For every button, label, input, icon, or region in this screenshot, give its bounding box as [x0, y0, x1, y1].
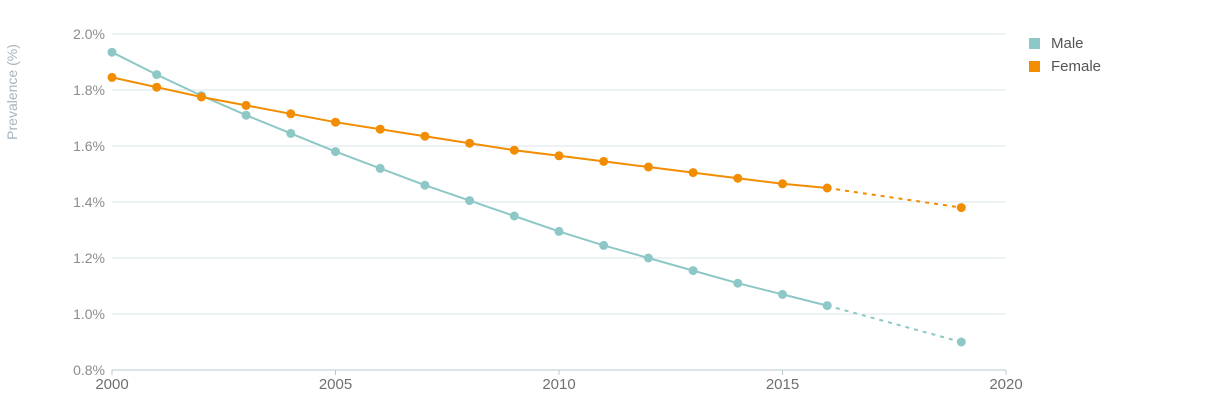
female-point — [822, 183, 832, 193]
gridlines — [112, 33, 1006, 371]
legend-swatch-male — [1029, 38, 1040, 49]
female-point — [599, 156, 609, 166]
y-tick-label: 0.8% — [73, 362, 105, 378]
female-point — [733, 173, 743, 183]
series-male — [107, 47, 966, 347]
male-point — [643, 253, 653, 263]
legend-label-male: Male — [1051, 35, 1084, 52]
female-point — [331, 117, 340, 127]
female-line — [111, 76, 828, 189]
female-point — [152, 82, 162, 92]
female-point — [554, 151, 564, 161]
male-point — [509, 211, 519, 221]
male-point — [420, 180, 430, 190]
y-tick-label: 1.2% — [73, 250, 105, 266]
female-point — [420, 131, 430, 141]
female-point — [375, 124, 385, 134]
female-point — [196, 92, 206, 102]
y-axis-title: Prevalence (%) — [4, 44, 20, 140]
female-projected-point — [956, 203, 966, 213]
male-projection-line — [826, 304, 962, 343]
male-point — [152, 70, 162, 80]
female-point — [107, 72, 117, 82]
female-point — [286, 109, 296, 119]
legend-label-female: Female — [1051, 58, 1101, 75]
x-axis-tick-labels: 2000 2005 2010 2015 2020 — [95, 370, 1023, 393]
male-projected-point — [956, 337, 966, 347]
female-point — [688, 168, 698, 178]
y-tick-label: 1.8% — [73, 82, 105, 98]
male-point — [331, 147, 340, 157]
male-point — [688, 266, 698, 276]
female-projection-line — [827, 187, 962, 209]
female-point — [778, 179, 787, 189]
y-tick-label: 1.4% — [73, 194, 105, 210]
x-tick-label: 2005 — [319, 376, 352, 393]
male-point — [778, 289, 787, 299]
male-point — [554, 226, 564, 236]
male-point — [375, 163, 385, 173]
x-tick-label: 2020 — [989, 376, 1022, 393]
legend: Male Female — [1029, 35, 1101, 75]
female-point — [509, 145, 519, 155]
female-point — [241, 100, 251, 110]
male-point — [241, 110, 251, 120]
y-tick-label: 1.0% — [73, 306, 105, 322]
male-point — [822, 301, 832, 311]
series-female — [107, 72, 966, 213]
male-point — [599, 240, 609, 250]
x-tick-label: 2010 — [542, 376, 575, 393]
y-tick-label: 2.0% — [73, 26, 105, 42]
male-point — [465, 196, 475, 206]
legend-swatch-female — [1029, 61, 1040, 72]
female-point — [643, 162, 653, 172]
y-tick-label: 1.6% — [73, 138, 105, 154]
male-point — [286, 128, 296, 138]
female-point — [465, 138, 475, 148]
series-group — [107, 47, 966, 347]
male-point — [107, 47, 117, 57]
x-tick-label: 2000 — [95, 376, 128, 393]
y-axis-tick-labels: 0.8% 1.0% 1.2% 1.4% 1.6% 1.8% 2.0% — [73, 26, 105, 378]
male-point — [733, 278, 743, 288]
x-tick-label: 2015 — [766, 376, 799, 393]
